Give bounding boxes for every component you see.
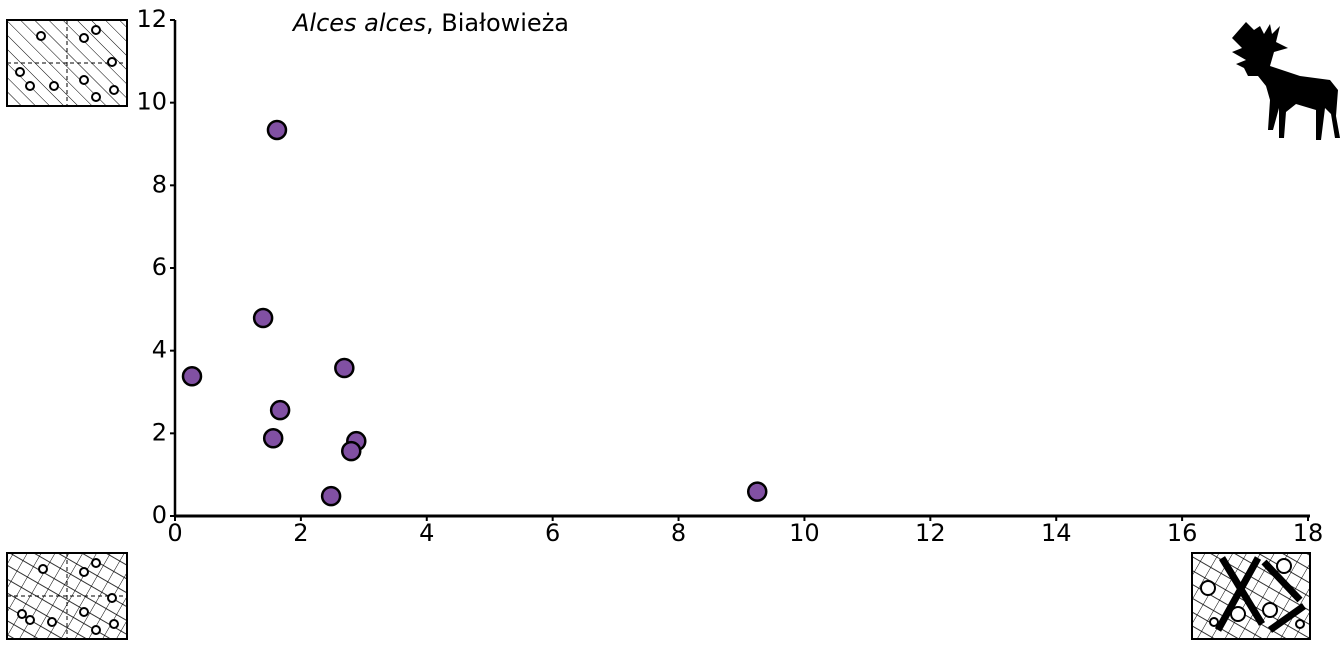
- y-tick-label: 10: [136, 88, 167, 116]
- chart-title: Alces alces, Białowieża: [291, 9, 569, 37]
- data-point: [746, 481, 768, 502]
- x-tick-label: 16: [1167, 519, 1198, 547]
- y-tick-label: 8: [152, 170, 167, 198]
- x-tick-label: 4: [419, 519, 434, 547]
- y-tick-label: 2: [152, 418, 167, 446]
- data-point: [269, 399, 291, 421]
- data-point: [266, 119, 288, 141]
- x-tick-label: 10: [789, 519, 820, 547]
- data-point: [334, 357, 355, 379]
- x-tick-label: 14: [1041, 519, 1072, 547]
- icon-damaged-fibers: [1191, 552, 1311, 640]
- icon-parallel-fibers: [6, 19, 128, 107]
- x-tick-label: 18: [1293, 519, 1324, 547]
- x-tick-label: 12: [915, 519, 946, 547]
- moose-silhouette: [1232, 22, 1340, 140]
- x-tick-label: 0: [167, 519, 182, 547]
- title-location: , Białowieża: [426, 9, 569, 37]
- data-point: [262, 428, 284, 449]
- x-tick-label: 8: [671, 519, 686, 547]
- data-point: [320, 485, 342, 507]
- data-point: [252, 307, 274, 329]
- x-tick-label: 2: [293, 519, 308, 547]
- y-tick-label: 0: [152, 501, 167, 529]
- icon-mixed-fibers: [6, 552, 128, 640]
- title-species: Alces alces: [291, 9, 426, 37]
- data-point: [340, 440, 362, 462]
- data-point: [181, 366, 203, 387]
- x-tick-label: 6: [545, 519, 560, 547]
- y-tick-label: 6: [152, 253, 167, 281]
- y-tick-label: 4: [152, 336, 167, 364]
- y-tick-label: 12: [136, 5, 167, 33]
